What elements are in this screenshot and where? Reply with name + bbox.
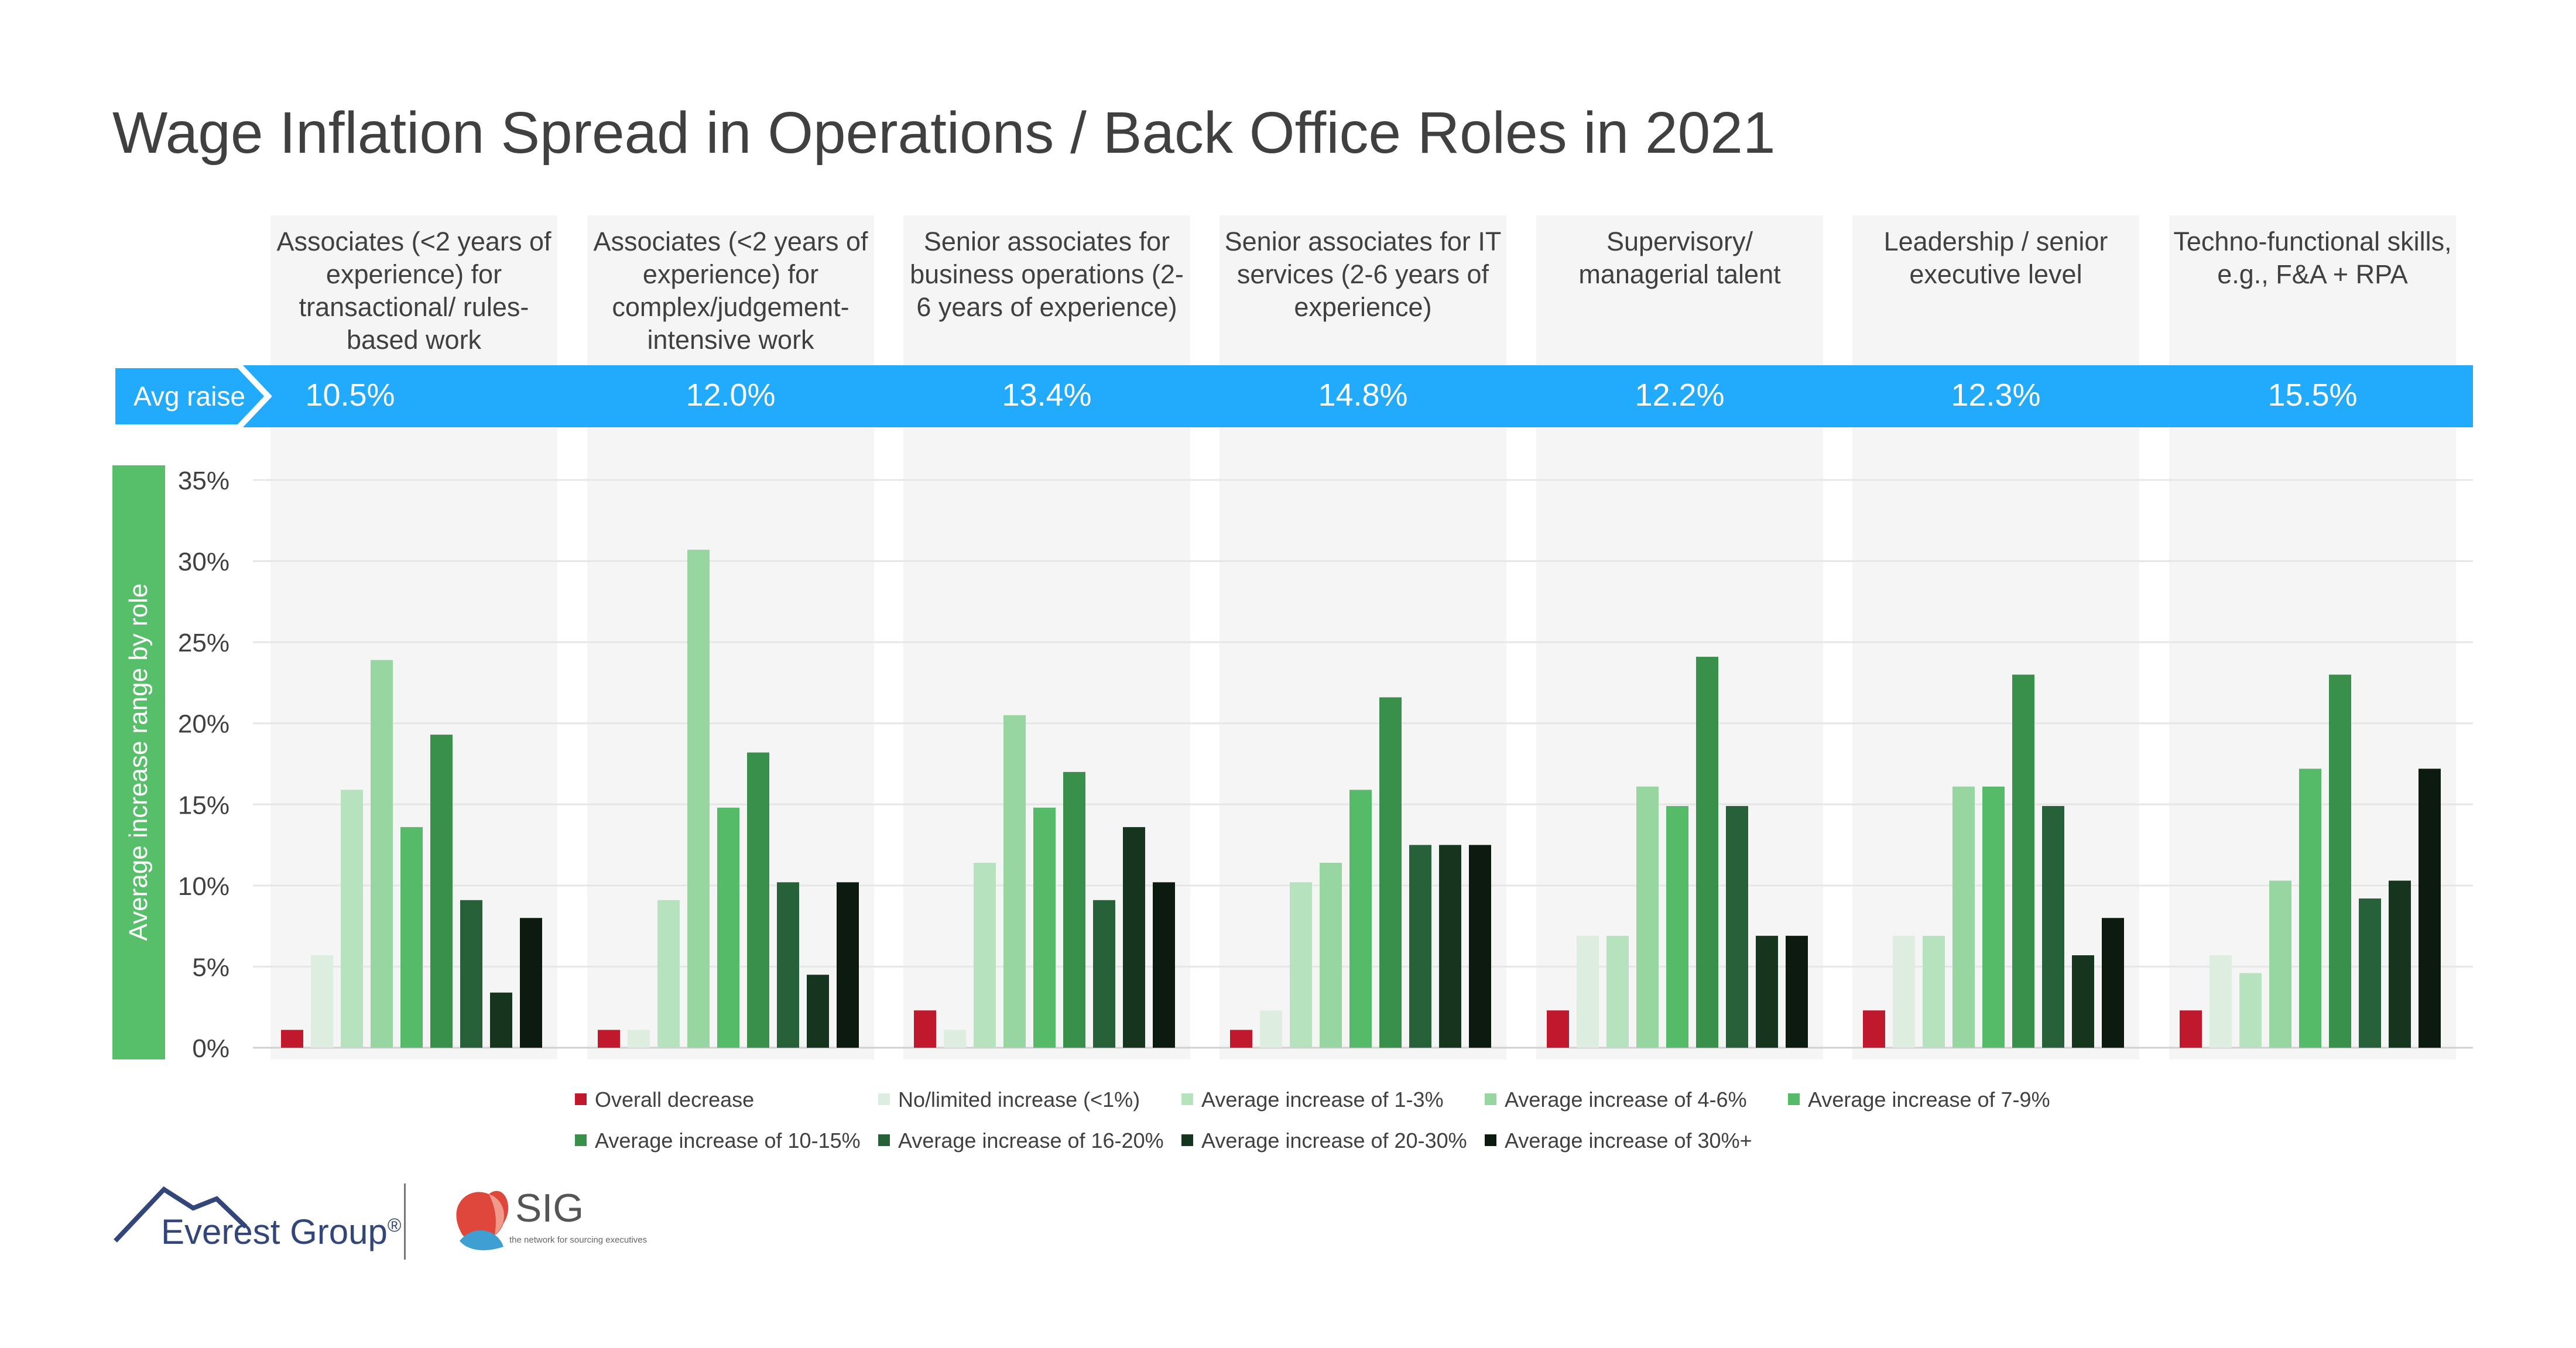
category-column-bg [1536, 215, 1823, 1059]
category-column-bg [2169, 215, 2456, 1059]
legend-swatch [1485, 1093, 1496, 1105]
legend-label: Average increase of 20-30% [1201, 1129, 1467, 1153]
logo-divider [404, 1184, 406, 1260]
legend-swatch [575, 1134, 587, 1146]
legend-label: Average increase of 4-6% [1505, 1088, 1747, 1112]
category-label: Associates (<2 years of experience) for … [276, 227, 551, 355]
everest-logo-text: Everest Group® [161, 1212, 401, 1252]
avg-raise-label: Avg raise [133, 381, 245, 411]
y-axis-label-box [112, 465, 165, 1059]
category-label: Leadership / senior executive level [1883, 227, 2108, 289]
legend-label: Average increase of 16-20% [898, 1129, 1164, 1153]
avg-raise-value: 15.5% [2267, 378, 2358, 413]
legend-swatch [1788, 1093, 1800, 1105]
sig-logo-text: SIG [515, 1186, 584, 1230]
legend-swatch [1181, 1134, 1193, 1146]
category-label: Senior associates for business operation… [910, 227, 1184, 322]
y-tick-label: 35% [178, 467, 229, 495]
avg-raise-value: 13.4% [1002, 378, 1092, 413]
category-column-bg [1220, 215, 1506, 1059]
y-tick-label: 20% [178, 710, 229, 739]
y-tick-label: 0% [192, 1034, 229, 1063]
category-label: Senior associates for IT services (2-6 y… [1224, 227, 1502, 322]
legend-swatch [1485, 1134, 1496, 1146]
category-column-bg [1852, 215, 2139, 1059]
sig-logo-icon [456, 1191, 509, 1250]
y-tick-label: 25% [178, 629, 229, 657]
page-title: Wage Inflation Spread in Operations / Ba… [112, 100, 1776, 166]
legend-label: Average increase of 1-3% [1201, 1088, 1444, 1112]
y-tick-label: 15% [178, 791, 229, 819]
everest-logo-name: Everest Group [161, 1212, 388, 1251]
category-label: Supervisory/ managerial talent [1578, 227, 1781, 289]
avg-raise-value: 14.8% [1318, 378, 1408, 413]
legend-swatch [878, 1093, 890, 1105]
legend-label: Average increase of 7-9% [1808, 1088, 2050, 1112]
avg-raise-band [112, 365, 2473, 427]
legend-swatch [878, 1134, 890, 1146]
y-tick-label: 10% [178, 872, 229, 901]
y-tick-label: 5% [192, 953, 229, 982]
avg-raise-value: 10.5% [305, 378, 395, 413]
legend-label: Average increase of 30%+ [1505, 1129, 1752, 1153]
legend-swatch [1181, 1093, 1193, 1105]
y-tick-label: 30% [178, 548, 229, 577]
legend-label: No/limited increase (<1%) [898, 1088, 1140, 1112]
avg-raise-value: 12.2% [1635, 378, 1725, 413]
legend-swatch [575, 1093, 587, 1105]
sig-logo-tagline: the network for sourcing executives [509, 1235, 648, 1245]
legend-label: Overall decrease [595, 1088, 755, 1112]
avg-raise-value: 12.3% [1951, 378, 2041, 413]
avg-raise-value: 12.0% [686, 378, 776, 413]
legend-label: Average increase of 10-15% [595, 1129, 861, 1153]
category-label: Techno-functional skills, e.g., F&A + RP… [2173, 227, 2452, 289]
category-label: Associates (<2 years of experience) for … [593, 227, 868, 355]
everest-logo-mark: ® [387, 1215, 402, 1236]
category-column-bg [903, 215, 1190, 1059]
y-axis-label: Average increase range by role [124, 583, 153, 941]
